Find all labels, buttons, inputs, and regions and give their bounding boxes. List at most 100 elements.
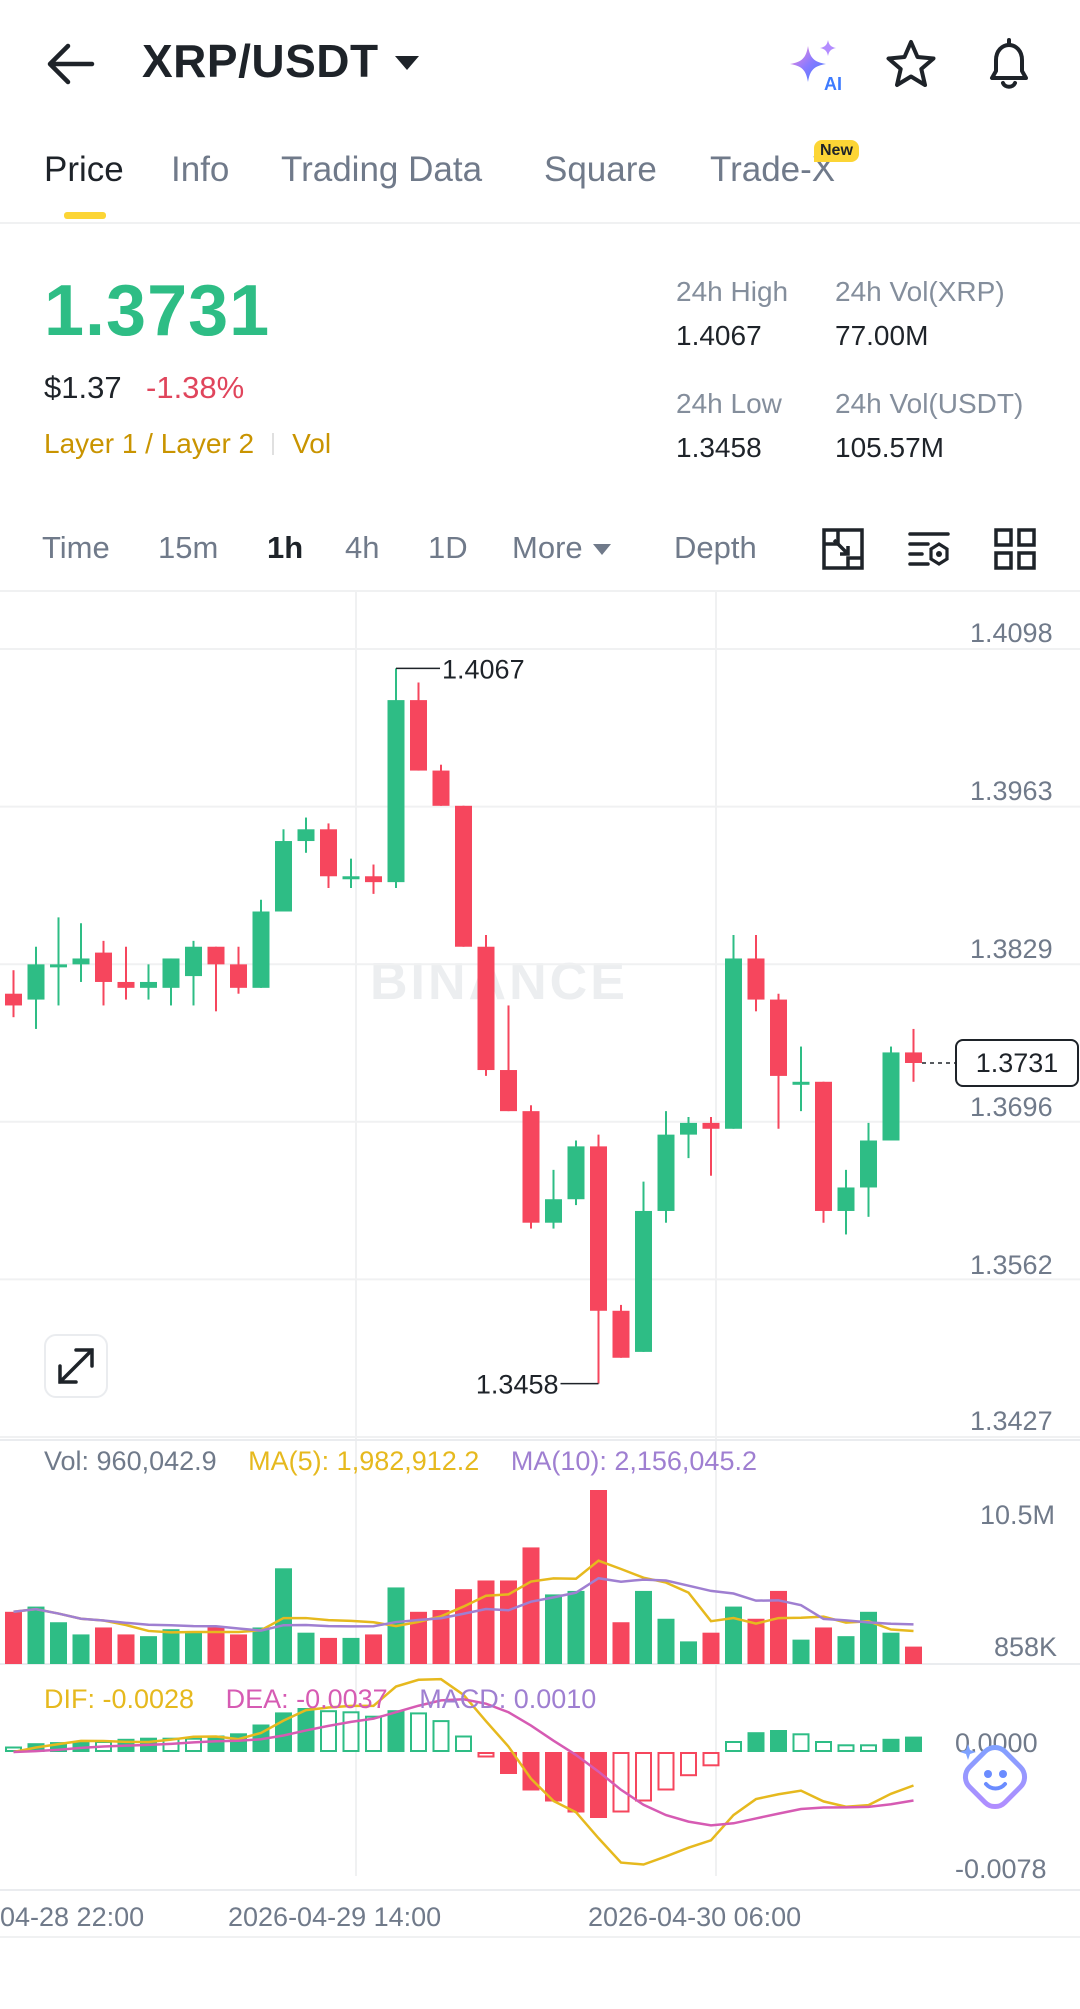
volume-legend: Vol: 960,042.9 MA(5): 1,982,912.2 MA(10)… [44,1446,757,1477]
candle-body [27,964,45,1000]
candle-body [432,770,450,806]
candle-body [252,911,270,988]
volume-bar [792,1639,810,1664]
candle-body [320,829,337,877]
interval-4h[interactable]: 4h [345,530,380,565]
candle-body [140,981,157,988]
low-value: 1.3458 [676,432,762,463]
grid-layout-icon[interactable] [992,526,1038,572]
macd-bar [815,1741,832,1752]
candle-body [657,1134,675,1211]
volume-bar [207,1627,225,1664]
tag-layer[interactable]: Layer 1 / Layer 2 [44,428,255,459]
volume-bar [365,1634,382,1664]
vol-xrp-label: 24h Vol(XRP) [835,276,1005,307]
volume-ma10-line [13,1576,914,1632]
macd-bar [455,1735,472,1752]
pair-selector[interactable]: XRP/USDT [142,34,419,88]
candle-body [5,993,22,1006]
price-axis-label: 1.3562 [970,1250,1053,1280]
candle-body [410,700,427,771]
high-value: 1.4067 [676,320,762,351]
fullscreen-exit-icon[interactable] [820,526,866,572]
candle-body [770,999,787,1076]
interval-bar: Time 15m 1h 4h 1D More Depth [0,520,1080,592]
interval-1h[interactable]: 1h [267,530,304,565]
vol-ma5: MA(5): 1,982,912.2 [248,1446,480,1476]
tab-trading-data[interactable]: Trading Data [281,150,483,189]
ai-sparkle-icon[interactable]: AI [786,36,844,94]
volume-bar [815,1627,832,1664]
macd-bar [657,1752,675,1791]
volume-bar [657,1618,675,1664]
macd-bar [792,1733,810,1753]
main-tabs: Price Info Trading Data Square Trade-X N… [0,140,1080,224]
interval-more[interactable]: More [512,530,611,566]
vol-value: Vol: 960,042.9 [44,1446,217,1476]
candle-body [725,958,742,1129]
depth-tab[interactable]: Depth [674,530,757,565]
interval-time[interactable]: Time [42,530,110,565]
kline-chart[interactable]: 1.4067 1.3458 [0,592,1080,1936]
macd-bar [320,1710,337,1752]
assistant-bot-icon[interactable] [956,1738,1032,1814]
volume-bar [117,1634,135,1664]
tag-vol[interactable]: Vol [292,428,332,459]
candle-body [747,958,765,1000]
macd-bar [635,1752,652,1802]
macd-bar [477,1752,495,1758]
volume-bar [702,1632,720,1664]
active-tab-indicator [64,212,106,219]
macd-bar [567,1752,585,1813]
macd-bar [747,1732,765,1752]
tab-square[interactable]: Square [544,150,657,189]
candle-body [860,1140,877,1188]
candle-body [635,1210,652,1352]
price-axis-label: 1.3829 [970,934,1053,964]
macd-bar [365,1715,382,1752]
candle-body [275,841,292,912]
macd-dea: DEA: -0.0037 [225,1684,388,1714]
date-axis-label: 2026-04-30 06:00 [588,1902,802,1932]
expand-chart-button[interactable] [44,1334,108,1398]
volume-ma5-line [13,1559,914,1634]
macd-dif: DIF: -0.0028 [44,1684,195,1714]
tab-price[interactable]: Price [44,150,124,189]
volume-bar [95,1627,112,1664]
candle-body [387,700,405,883]
volume-bar [252,1627,270,1664]
header: XRP/USDT AI [0,0,1080,125]
candle-body [567,1146,585,1200]
back-arrow-icon[interactable] [44,40,96,88]
volume-bar [320,1637,337,1664]
bell-icon[interactable] [980,36,1038,94]
vol-axis-label: 10.5M [980,1500,1056,1530]
price-axis-label: 1.3963 [970,776,1053,806]
high-marker-label: 1.4067 [442,654,525,684]
vol-xrp-value: 77.00M [835,320,929,351]
macd-dif-line [13,1677,914,1866]
volume-bar [410,1611,427,1664]
interval-15m[interactable]: 15m [158,530,219,565]
star-icon[interactable] [882,36,940,94]
volume-bar [72,1634,90,1664]
macd-bar [230,1733,247,1752]
volume-bar [230,1634,247,1664]
price-axis-label: 1.4098 [970,618,1053,648]
volume-bar [162,1629,180,1664]
candle-body [680,1122,697,1135]
volume-bar [680,1641,697,1664]
indicator-bar [0,1936,1080,2009]
interval-more-label: More [512,530,583,565]
indicator-settings-icon[interactable] [906,526,952,572]
high-label: 24h High [676,276,789,307]
vol-axis-label: 858K [994,1632,1058,1662]
vol-usdt-value: 105.57M [835,432,944,463]
new-badge: New [814,140,859,162]
price-axis-label: 1.3696 [970,1092,1053,1122]
date-axis-label: 04-28 22:00 [0,1902,145,1932]
interval-1d[interactable]: 1D [428,530,468,565]
candle-body [545,1199,562,1223]
tab-info[interactable]: Info [171,150,230,189]
candle-body [230,964,247,988]
